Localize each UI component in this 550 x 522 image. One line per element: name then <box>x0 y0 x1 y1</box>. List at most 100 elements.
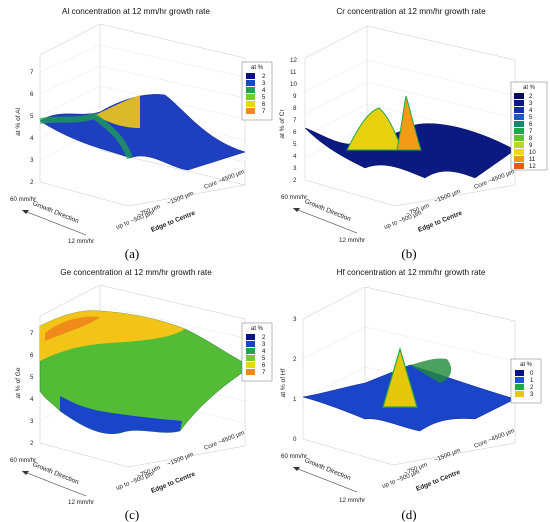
z-ticks: 2 3 4 5 6 7 8 9 10 11 12 <box>290 57 297 184</box>
legend-item: 2 <box>530 385 534 391</box>
z-tick: 7 <box>293 117 297 124</box>
z-tick: 4 <box>30 135 34 142</box>
legend-item: 3 <box>529 101 533 107</box>
z-tick: 0 <box>293 436 297 443</box>
growth-arrow <box>21 470 87 497</box>
surface-al-peak <box>95 95 140 128</box>
edge-axis-label: Edge to Centre <box>417 210 463 234</box>
chart-hf: Hf concentration at 12 mm/hr growth rate… <box>280 268 542 522</box>
growth-arrow <box>21 209 87 236</box>
legend: at % 2 3 4 5 6 7 <box>241 322 273 382</box>
legend: at % 2 3 4 5 6 7 <box>241 61 273 121</box>
z-tick: 6 <box>293 129 297 136</box>
z-tick: 8 <box>293 105 297 112</box>
growth-high-label: 60 mm/hr <box>10 196 36 203</box>
panel-ge: Ge concentration at 12 mm/hr growth rate… <box>0 261 275 522</box>
legend-item: 9 <box>529 143 533 149</box>
z-tick: 5 <box>30 113 34 120</box>
legend-item: 3 <box>262 342 266 348</box>
edge-axis-label: Edge to Centre <box>415 469 461 493</box>
legend-item: 7 <box>262 109 266 115</box>
legend-item: 6 <box>262 102 266 108</box>
z-axis-label: at % of Al <box>15 108 22 136</box>
z-tick: 2 <box>293 356 297 363</box>
z-tick: 2 <box>293 177 297 184</box>
edge-tick: Core ~4500 μm <box>473 427 515 450</box>
legend-item: 6 <box>529 122 533 128</box>
surface-hf-ridge <box>410 358 452 383</box>
chart-title: Cr concentration at 12 mm/hr growth rate <box>336 7 486 16</box>
z-axis-label: at % of Cr <box>279 109 286 139</box>
z-tick: 6 <box>30 91 34 98</box>
z-tick: 3 <box>30 157 34 164</box>
growth-direction-label: Growth Direction <box>303 198 351 223</box>
z-tick: 2 <box>30 179 34 186</box>
legend-item: 6 <box>262 363 266 369</box>
legend-item: 2 <box>262 74 266 80</box>
z-tick: 7 <box>30 330 34 337</box>
growth-high-label: 60 mm/hr <box>281 194 307 201</box>
edge-axis-label: Edge to Centre <box>150 210 196 234</box>
z-tick: 2 <box>30 440 34 447</box>
surface-hf-spike <box>382 346 418 408</box>
panel-label: (a) <box>125 246 139 261</box>
legend-item: 12 <box>529 164 536 170</box>
z-tick: 10 <box>290 81 297 88</box>
z-tick: 3 <box>30 418 34 425</box>
z-tick: 4 <box>30 396 34 403</box>
edge-tick: ~1500 μm <box>166 190 194 207</box>
growth-high-label: 60 mm/hr <box>281 453 307 460</box>
panel-label: (b) <box>401 246 416 261</box>
panel-label: (c) <box>125 507 139 522</box>
z-tick: 5 <box>30 374 34 381</box>
legend-item: 4 <box>262 349 266 355</box>
surface-al <box>39 94 246 171</box>
legend-title: at % <box>251 326 264 332</box>
legend: at % 0 1 2 3 <box>510 358 542 404</box>
growth-direction-label: Growth Direction <box>31 461 79 486</box>
z-ticks: 2 3 4 5 6 7 <box>30 69 34 186</box>
chart-ge: Ge concentration at 12 mm/hr growth rate… <box>10 268 273 522</box>
chart-title: Al concentration at 12 mm/hr growth rate <box>62 7 210 16</box>
panel-al: Al concentration at 12 mm/hr growth rate… <box>0 0 275 261</box>
legend-item: 3 <box>262 81 266 87</box>
legend: at % 2 3 4 5 6 7 8 9 10 11 12 <box>510 81 548 171</box>
edge-tick: ~1500 μm <box>433 447 461 464</box>
panel-label: (d) <box>401 507 416 522</box>
growth-arrow <box>292 207 358 234</box>
legend-item: 4 <box>262 88 266 94</box>
legend-item: 8 <box>529 136 533 142</box>
legend-item: 0 <box>530 371 534 377</box>
edge-tick: Core ~4500 μm <box>203 429 245 452</box>
z-tick: 5 <box>293 141 297 148</box>
legend-item: 5 <box>529 115 533 121</box>
z-axis-label: at % of Ge <box>15 367 22 398</box>
legend-item: 5 <box>262 356 266 362</box>
z-tick: 3 <box>293 165 297 172</box>
z-tick: 4 <box>293 153 297 160</box>
z-tick: 1 <box>293 396 297 403</box>
chart-title: Ge concentration at 12 mm/hr growth rate <box>60 268 212 277</box>
z-tick: 6 <box>30 352 34 359</box>
growth-direction-label: Growth Direction <box>31 200 79 225</box>
legend-title: at % <box>523 85 536 91</box>
growth-low-label: 12 mm/hr <box>339 237 365 244</box>
legend-item: 7 <box>529 129 533 135</box>
growth-high-label: 60 mm/hr <box>10 457 36 464</box>
chart-cr: Cr concentration at 12 mm/hr growth rate… <box>279 7 548 261</box>
legend-title: at % <box>520 362 533 368</box>
z-tick: 9 <box>293 93 297 100</box>
growth-direction-label: Growth Direction <box>303 457 351 482</box>
z-ticks: 2 3 4 5 6 7 <box>30 330 34 447</box>
legend-item: 2 <box>262 335 266 341</box>
legend-item: 10 <box>529 150 536 156</box>
chart-al: Al concentration at 12 mm/hr growth rate… <box>10 7 273 261</box>
panel-hf: Hf concentration at 12 mm/hr growth rate… <box>275 261 550 522</box>
surface-al-ridge <box>39 112 133 160</box>
surface-cr-peak-2 <box>396 95 422 151</box>
z-ticks: 0 1 2 3 <box>293 316 297 443</box>
legend-item: 3 <box>530 392 534 398</box>
z-tick: 11 <box>290 69 297 76</box>
surface-ge-peak <box>45 316 100 341</box>
edge-tick: ~1500 μm <box>433 188 461 205</box>
